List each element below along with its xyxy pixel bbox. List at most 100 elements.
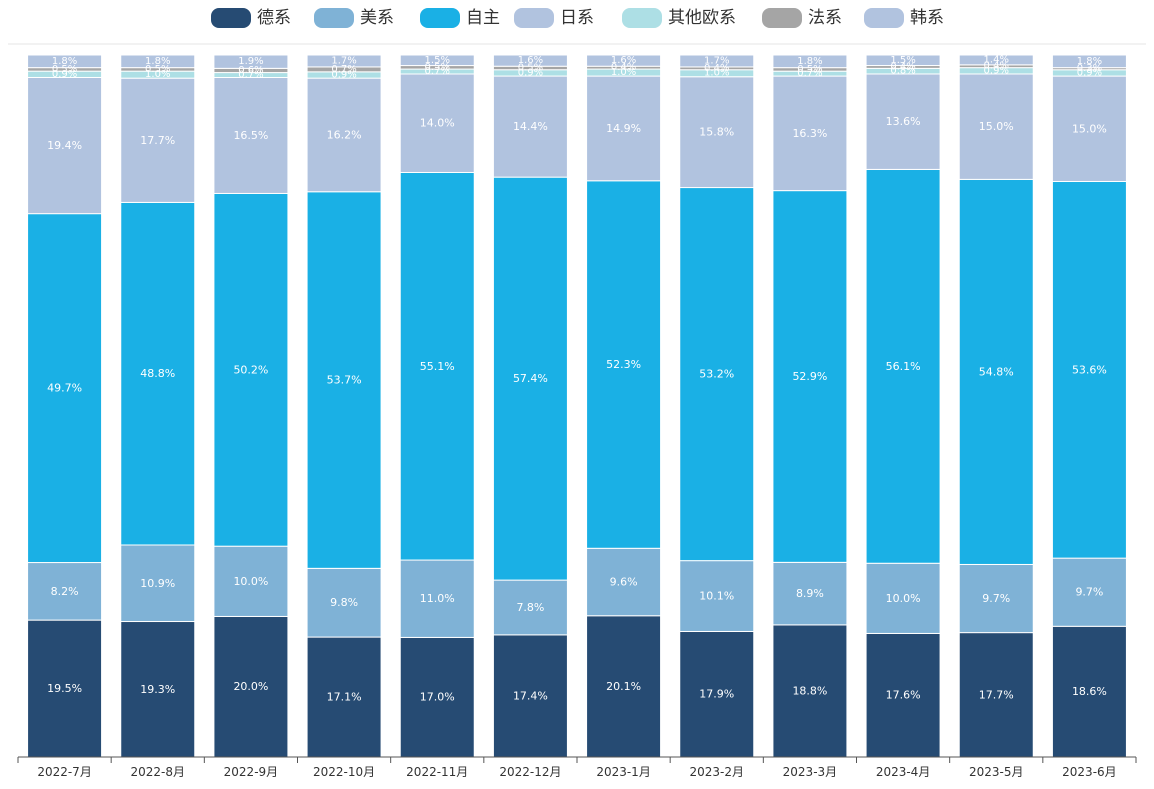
- data-label: 18.6%: [1072, 685, 1107, 698]
- data-label: 10.0%: [233, 575, 268, 588]
- data-label: 17.7%: [979, 688, 1014, 701]
- data-label: 0.9%: [984, 65, 1009, 76]
- x-tick-label: 2023-3月: [783, 765, 838, 779]
- data-label: 57.4%: [513, 372, 548, 385]
- data-label: 1.6%: [611, 55, 636, 66]
- bar-segment: [1051, 180, 1127, 559]
- x-axis: 2022-7月 2022-8月 2022-9月 2022-10月 2022-11月 202…: [8, 43, 1146, 779]
- data-label: 0.5%: [797, 64, 822, 75]
- x-tick-label: 2022-10月: [313, 765, 375, 779]
- data-label: 1.0%: [704, 68, 729, 79]
- data-label: 1.5%: [890, 55, 915, 66]
- data-label: 1.8%: [52, 56, 77, 67]
- data-label: 0.9%: [1077, 67, 1102, 78]
- legend: 德系 美系 自主 日系 其他欧系 法系 韩系: [211, 8, 944, 28]
- x-tick-label: 2023-4月: [876, 765, 931, 779]
- bar-segment: [865, 54, 941, 67]
- bar-segment: [120, 54, 196, 69]
- data-label: 56.1%: [886, 360, 921, 373]
- data-label: 20.1%: [606, 680, 641, 693]
- bar-segment: [27, 76, 103, 215]
- x-tick-label: 2022-9月: [224, 765, 279, 779]
- legend-swatch: [211, 8, 251, 28]
- legend-swatch: [622, 8, 662, 28]
- data-label: 16.2%: [327, 128, 362, 141]
- data-label: 55.1%: [420, 360, 455, 373]
- data-label: 14.9%: [606, 122, 641, 135]
- bar-segment: [399, 559, 475, 638]
- bar-segment: [27, 562, 103, 621]
- data-label: 17.1%: [327, 691, 362, 704]
- bar-segment: [492, 176, 568, 581]
- data-label: 52.3%: [606, 358, 641, 371]
- bar-segment: [306, 636, 382, 758]
- bar-segment: [958, 54, 1034, 66]
- data-label: 53.7%: [327, 374, 362, 387]
- data-label: 15.0%: [979, 120, 1014, 133]
- data-label: 1.6%: [518, 55, 543, 66]
- data-label: 1.8%: [797, 56, 822, 67]
- bar-segment: [306, 567, 382, 638]
- data-label: 54.8%: [979, 365, 1014, 378]
- data-label: 20.0%: [233, 680, 268, 693]
- data-label: 11.0%: [420, 592, 455, 605]
- bar-segment: [120, 201, 196, 546]
- data-label: 0.5%: [425, 62, 450, 73]
- bar-segment: [399, 54, 475, 67]
- data-label: 17.4%: [513, 689, 548, 702]
- legend-swatch: [762, 8, 802, 28]
- data-label: 9.8%: [330, 596, 358, 609]
- data-label: 8.9%: [796, 587, 824, 600]
- bar-segment: [679, 187, 755, 562]
- data-label: 9.6%: [610, 576, 638, 589]
- bar-segment: [586, 180, 662, 549]
- bar-segment: [213, 545, 289, 617]
- data-label: 17.9%: [699, 688, 734, 701]
- data-label: 17.0%: [420, 691, 455, 704]
- data-label: 0.4%: [704, 63, 729, 74]
- bar-segment: [120, 77, 196, 203]
- x-tick-label: 2023-1月: [596, 765, 651, 779]
- data-label: 10.0%: [886, 592, 921, 605]
- bar-segment: [213, 76, 289, 194]
- data-label: 0.7%: [331, 64, 356, 75]
- data-label: 1.8%: [145, 56, 170, 67]
- data-label: 0.5%: [52, 64, 77, 75]
- bar-segment: [1051, 557, 1127, 627]
- bar-segment: [772, 190, 848, 563]
- data-label: 0.5%: [145, 64, 170, 75]
- bar-segment: [120, 544, 196, 623]
- x-tick-label: 2023-2月: [689, 765, 744, 779]
- data-label: 1.7%: [704, 55, 729, 66]
- legend-swatch: [314, 8, 354, 28]
- data-label: 0.7%: [797, 68, 822, 79]
- data-label: 48.8%: [140, 367, 175, 380]
- data-label: 1.0%: [611, 67, 636, 78]
- data-label: 14.4%: [513, 120, 548, 133]
- x-tick-label: 2022-7月: [37, 765, 92, 779]
- bar-segment: [306, 54, 382, 68]
- bar-segment: [679, 54, 755, 68]
- data-label: 16.5%: [233, 129, 268, 142]
- x-tick-label: 2022-11月: [406, 765, 468, 779]
- bar-segment: [306, 77, 382, 193]
- bar-segment: [958, 563, 1034, 634]
- bar-segment: [399, 171, 475, 561]
- bar-segment: [399, 73, 475, 173]
- x-tick-label: 2022-8月: [130, 765, 185, 779]
- data-label: 1.7%: [331, 55, 356, 66]
- bar-segment: [1051, 75, 1127, 182]
- legend-label: 其他欧系: [668, 8, 736, 28]
- bar-segment: [492, 54, 568, 67]
- data-label: 0.8%: [890, 66, 915, 77]
- bar-segment: [865, 632, 941, 758]
- legend-swatch: [514, 8, 554, 28]
- data-label: 0.9%: [331, 69, 356, 80]
- data-label: 0.5%: [518, 62, 543, 73]
- data-label: 0.7%: [238, 70, 263, 81]
- bar-segment: [586, 75, 662, 182]
- legend-label: 韩系: [910, 8, 944, 28]
- legend-label: 法系: [808, 8, 842, 28]
